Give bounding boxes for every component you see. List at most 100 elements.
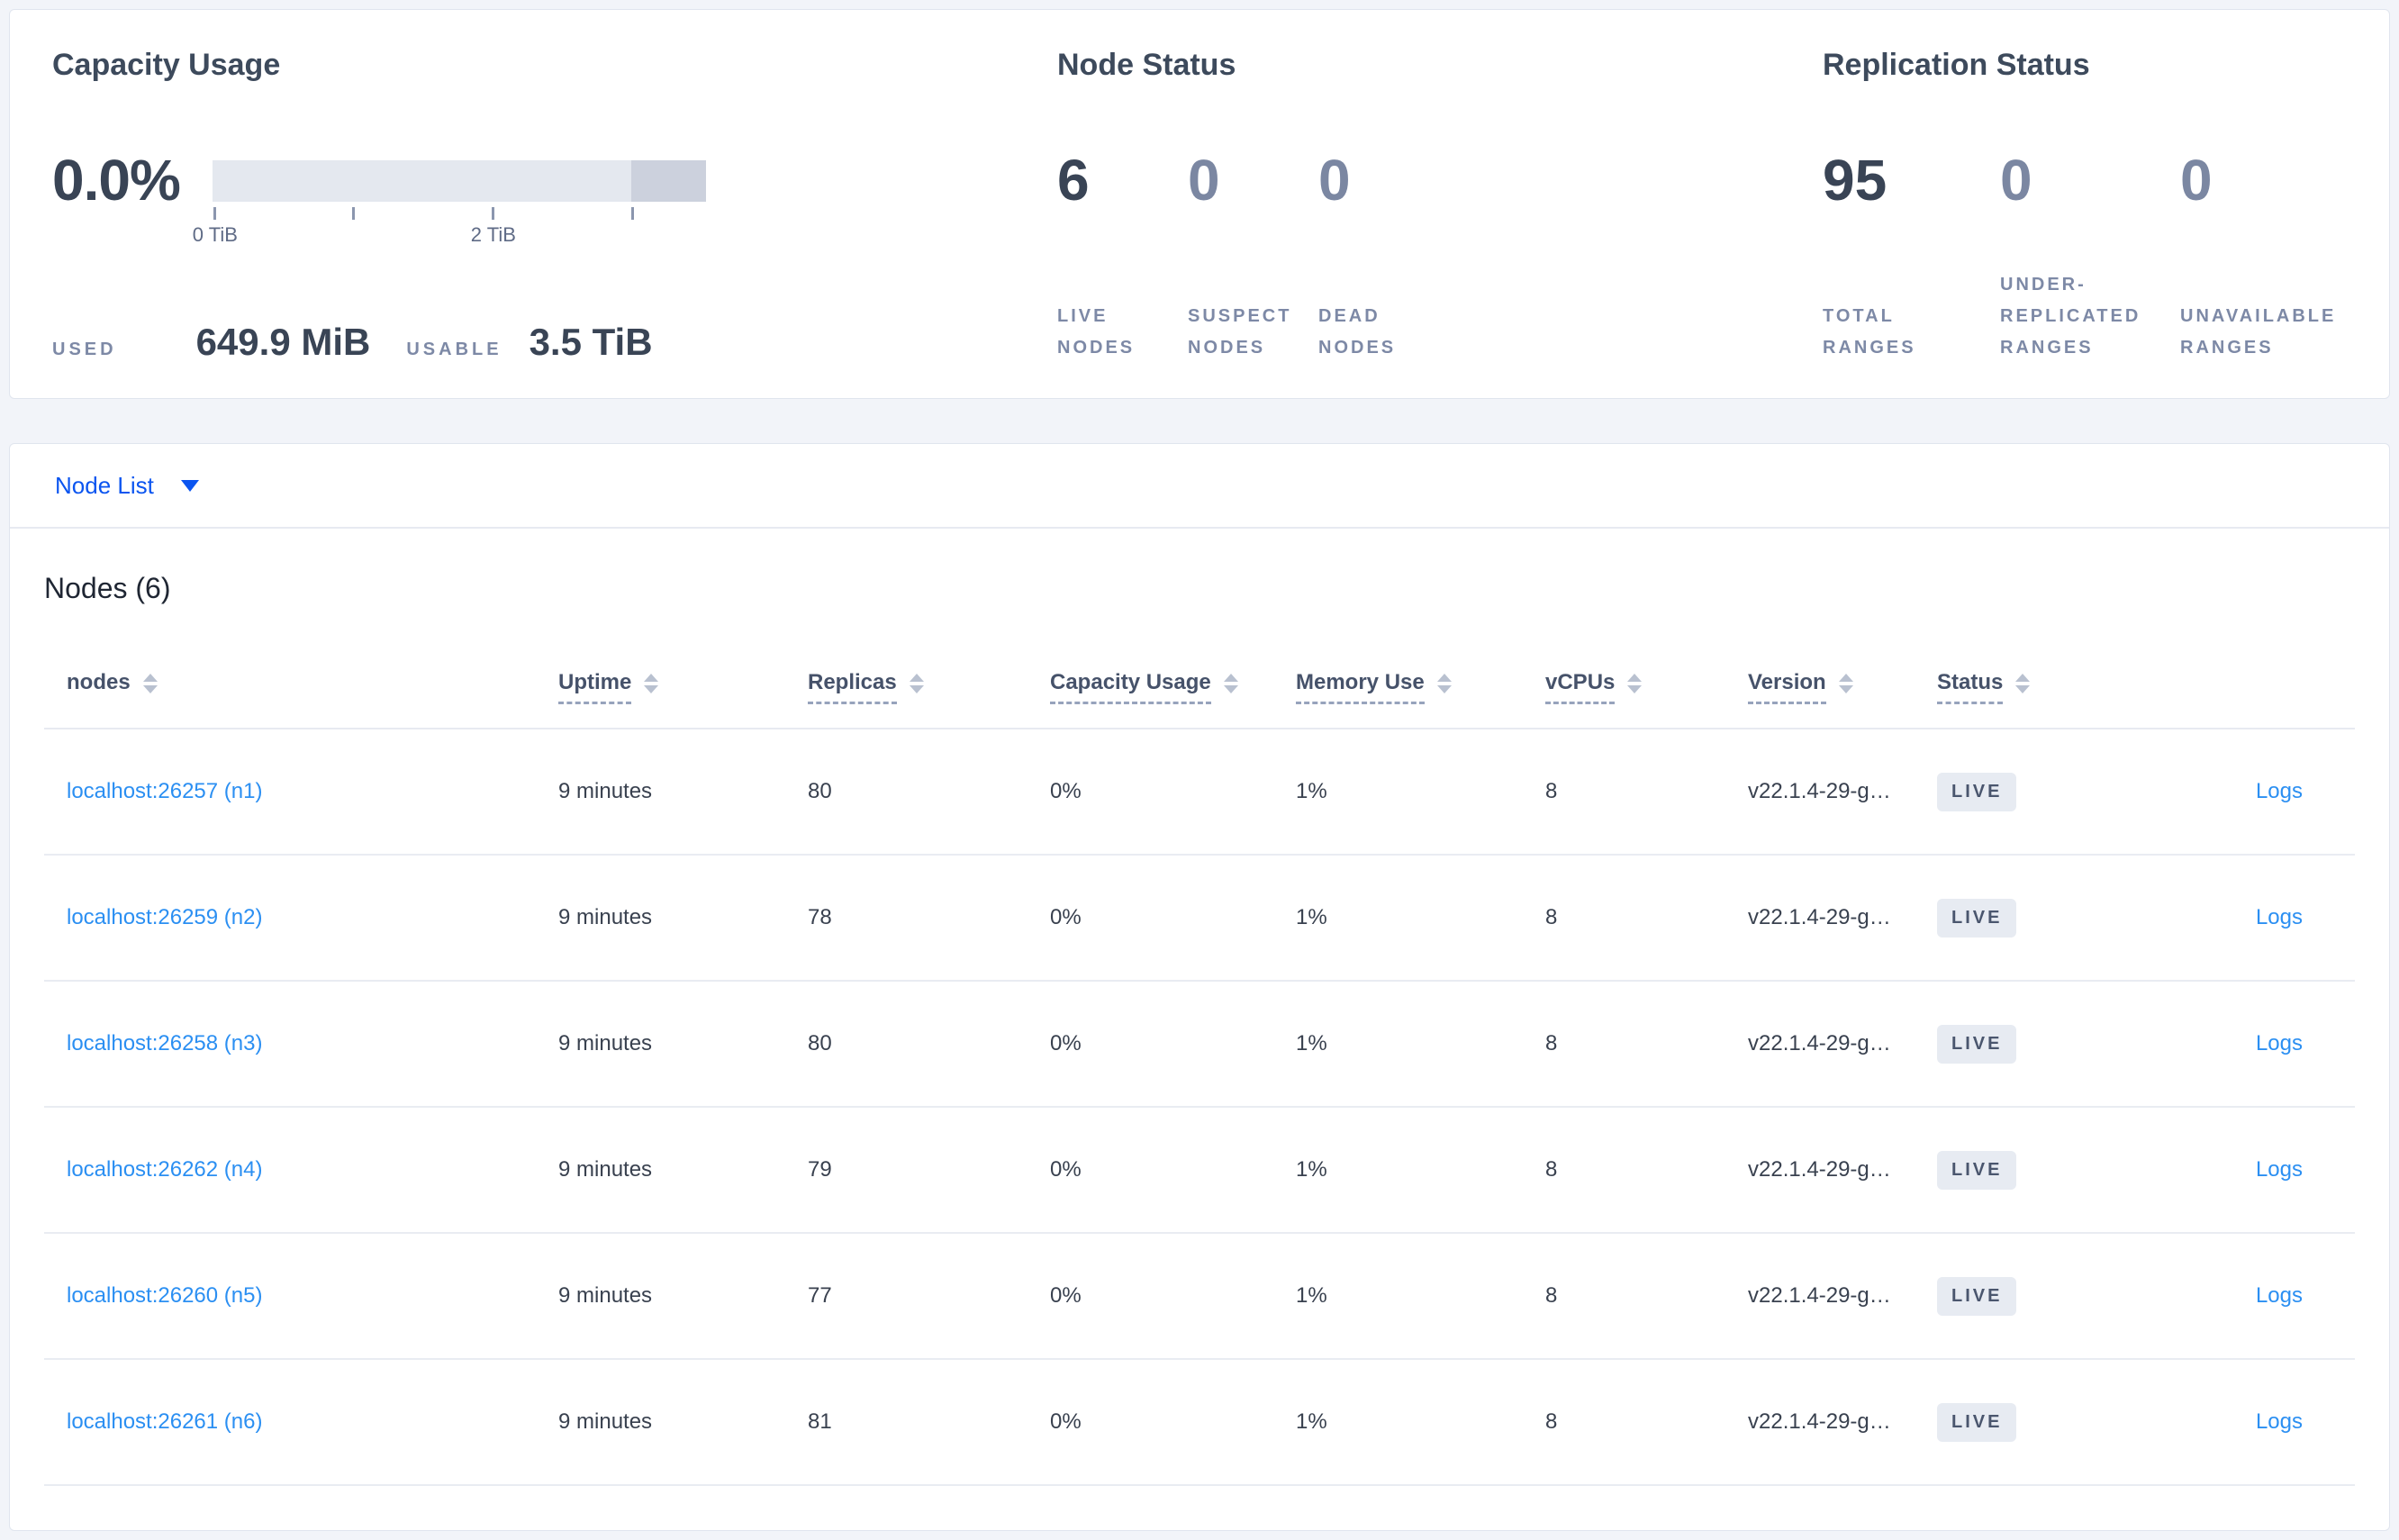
unavailable-ranges-count: 0: [2180, 148, 2213, 213]
node-status-values: 6 0 0: [1057, 149, 1823, 212]
node-status-labels: LIVE NODES SUSPECT NODES DEAD NODES: [1057, 301, 1823, 364]
node-link[interactable]: localhost:26257 (n1): [67, 779, 263, 803]
axis-tick: [491, 207, 494, 220]
sort-icon[interactable]: [909, 674, 924, 693]
node-link[interactable]: localhost:26262 (n4): [67, 1157, 263, 1182]
logs-link[interactable]: Logs: [2255, 1409, 2303, 1434]
nodes-heading: Nodes (6): [44, 572, 171, 604]
capacity-bar-other-segment: [630, 160, 706, 202]
status-badge: LIVE: [1937, 1024, 2017, 1064]
unavailable-ranges-label: UNAVAILABLE RANGES: [2180, 306, 2337, 358]
column-header-memory-use[interactable]: Memory Use: [1296, 670, 1545, 704]
version-cell: v22.1.4-29-g…: [1748, 1283, 1891, 1308]
uptime-cell: 9 minutes: [558, 1409, 653, 1434]
status-badge: LIVE: [1937, 898, 2017, 938]
status-badge: LIVE: [1937, 772, 2017, 811]
node-link[interactable]: localhost:26261 (n6): [67, 1409, 263, 1434]
table-row: localhost:26259 (n2) 9 minutes 78 0% 1% …: [44, 856, 2355, 982]
vcpus-cell: 8: [1545, 905, 1558, 929]
sort-icon[interactable]: [644, 674, 659, 693]
view-selector-label[interactable]: Node List: [55, 471, 154, 499]
replicas-cell: 80: [808, 779, 832, 803]
sort-icon[interactable]: [1436, 674, 1452, 693]
version-cell: v22.1.4-29-g…: [1748, 1031, 1891, 1055]
replication-status-panel: Replication Status 95 0 0 TOTAL RANGES U…: [1823, 46, 2389, 398]
column-header-nodes[interactable]: nodes: [44, 670, 558, 704]
status-badge: LIVE: [1937, 1402, 2017, 1442]
memory-cell: 1%: [1296, 1157, 1327, 1182]
usable-label: USABLE: [406, 340, 502, 359]
capacity-cell: 0%: [1050, 1283, 1082, 1308]
suspect-nodes-count: 0: [1188, 148, 1220, 213]
caret-down-icon: [180, 479, 199, 492]
column-header-version[interactable]: Version: [1748, 670, 1937, 704]
used-value: 649.9 MiB: [195, 321, 371, 363]
node-link[interactable]: localhost:26258 (n3): [67, 1031, 263, 1055]
sort-icon[interactable]: [1838, 674, 1853, 693]
dead-nodes-count: 0: [1318, 148, 1351, 213]
memory-cell: 1%: [1296, 1409, 1327, 1434]
version-cell: v22.1.4-29-g…: [1748, 905, 1891, 929]
axis-label-0tib: 0 TiB: [192, 223, 238, 246]
column-header-replicas[interactable]: Replicas: [808, 670, 1050, 704]
node-link[interactable]: localhost:26259 (n2): [67, 905, 263, 929]
column-header-uptime[interactable]: Uptime: [558, 670, 808, 704]
table-row: localhost:26257 (n1) 9 minutes 80 0% 1% …: [44, 729, 2355, 856]
version-cell: v22.1.4-29-g…: [1748, 1157, 1891, 1182]
uptime-cell: 9 minutes: [558, 779, 653, 803]
capacity-bar-axis: [213, 207, 706, 222]
logs-link[interactable]: Logs: [2255, 779, 2303, 803]
uptime-cell: 9 minutes: [558, 1283, 653, 1308]
uptime-cell: 9 minutes: [558, 1157, 653, 1182]
node-status-title: Node Status: [1057, 48, 1236, 82]
vcpus-cell: 8: [1545, 1031, 1558, 1055]
capacity-cell: 0%: [1050, 779, 1082, 803]
logs-link[interactable]: Logs: [2255, 1157, 2303, 1182]
vcpus-cell: 8: [1545, 779, 1558, 803]
table-header-row: nodes Uptime Replicas Capacity Usage Mem…: [44, 647, 2355, 729]
view-selector-dropdown[interactable]: Node List: [10, 444, 2389, 529]
version-cell: v22.1.4-29-g…: [1748, 779, 1891, 803]
table-row: localhost:26258 (n3) 9 minutes 80 0% 1% …: [44, 982, 2355, 1108]
vcpus-cell: 8: [1545, 1409, 1558, 1434]
sort-icon[interactable]: [142, 674, 158, 693]
capacity-usage-title: Capacity Usage: [52, 48, 281, 82]
logs-link[interactable]: Logs: [2255, 1283, 2303, 1308]
cluster-summary-card: Capacity Usage 0.0% 0 TiB 2 TiB: [9, 9, 2390, 399]
capacity-cell: 0%: [1050, 905, 1082, 929]
used-label: USED: [52, 340, 117, 359]
sort-icon[interactable]: [2015, 674, 2031, 693]
memory-cell: 1%: [1296, 779, 1327, 803]
axis-label-2tib: 2 TiB: [470, 223, 516, 246]
replication-status-title: Replication Status: [1823, 48, 2090, 82]
memory-cell: 1%: [1296, 1283, 1327, 1308]
node-link[interactable]: localhost:26260 (n5): [67, 1283, 263, 1308]
under-replicated-ranges-label: UNDER-REPLICATED RANGES: [2000, 275, 2141, 358]
logs-link[interactable]: Logs: [2255, 1031, 2303, 1055]
replicas-cell: 78: [808, 905, 832, 929]
version-cell: v22.1.4-29-g…: [1748, 1409, 1891, 1434]
table-row: localhost:26261 (n6) 9 minutes 81 0% 1% …: [44, 1360, 2355, 1486]
logs-link[interactable]: Logs: [2255, 905, 2303, 929]
uptime-cell: 9 minutes: [558, 905, 653, 929]
capacity-bar-chart: 0 TiB 2 TiB: [193, 160, 706, 249]
live-nodes-label: LIVE NODES: [1057, 306, 1136, 358]
capacity-cell: 0%: [1050, 1031, 1082, 1055]
axis-tick: [351, 207, 355, 220]
column-header-capacity-usage[interactable]: Capacity Usage: [1050, 670, 1296, 704]
replicas-cell: 81: [808, 1409, 832, 1434]
column-header-vcpus[interactable]: vCPUs: [1545, 670, 1748, 704]
sort-icon[interactable]: [1627, 674, 1643, 693]
sort-icon[interactable]: [1223, 674, 1238, 693]
uptime-cell: 9 minutes: [558, 1031, 653, 1055]
replication-status-values: 95 0 0: [1823, 149, 2389, 212]
status-badge: LIVE: [1937, 1150, 2017, 1190]
capacity-cell: 0%: [1050, 1157, 1082, 1182]
node-status-panel: Node Status 6 0 0 LIVE NODES SUSPECT NOD…: [1057, 46, 1823, 398]
memory-cell: 1%: [1296, 905, 1327, 929]
axis-tick: [630, 207, 634, 220]
column-header-status[interactable]: Status: [1937, 670, 2180, 704]
replicas-cell: 79: [808, 1157, 832, 1182]
axis-tick: [213, 207, 216, 220]
